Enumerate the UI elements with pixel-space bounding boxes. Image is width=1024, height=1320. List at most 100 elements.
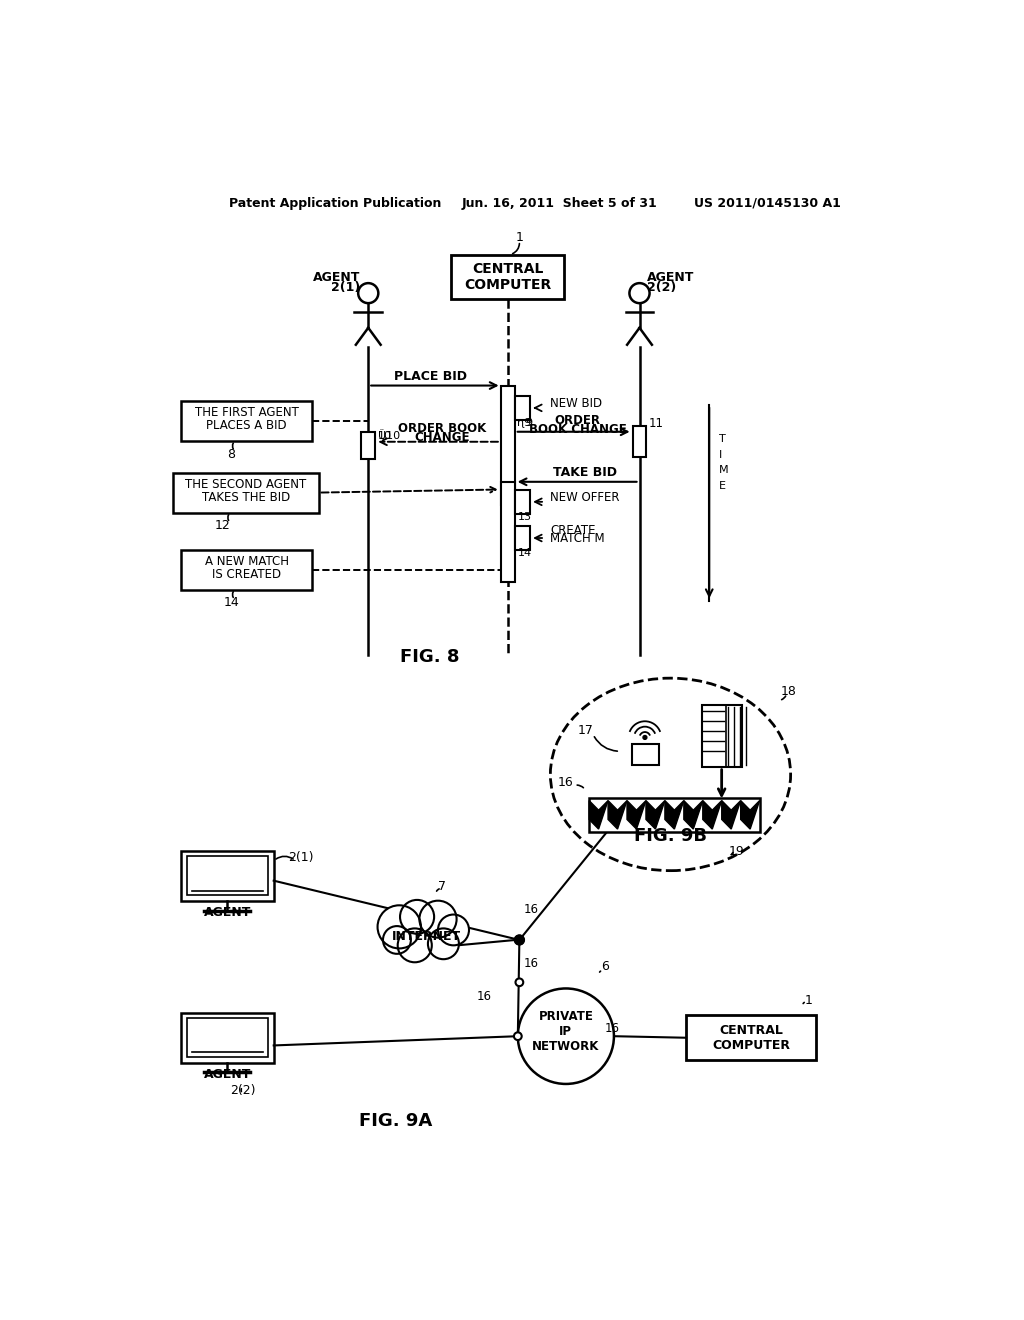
Text: AGENT: AGENT (204, 1068, 251, 1081)
Text: BOOK CHANGE: BOOK CHANGE (528, 422, 627, 436)
Text: TAKE BID: TAKE BID (553, 466, 617, 479)
Circle shape (420, 900, 457, 937)
Bar (701, 705, 741, 767)
Bar (515, 490, 530, 515)
Bar (180, 1014, 273, 1063)
Text: 16: 16 (523, 957, 539, 970)
Text: INTERNET: INTERNET (392, 929, 461, 942)
Text: T: T (719, 434, 725, 445)
Text: AGENT: AGENT (204, 907, 251, 920)
Bar (452, 255, 564, 300)
Text: A NEW MATCH: A NEW MATCH (205, 554, 289, 568)
Polygon shape (627, 800, 646, 829)
Bar (515, 396, 530, 420)
Circle shape (514, 1032, 521, 1040)
Bar (633, 426, 646, 457)
Text: E: E (719, 480, 726, 491)
Text: ORDER: ORDER (555, 413, 600, 426)
Bar (180, 401, 312, 441)
Text: PLACES A BID: PLACES A BID (206, 418, 287, 432)
Bar (361, 432, 375, 459)
Text: 18: 18 (780, 685, 797, 698)
Text: CENTRAL
COMPUTER: CENTRAL COMPUTER (464, 261, 551, 292)
Bar (187, 1018, 267, 1057)
Circle shape (397, 928, 432, 962)
Text: CHANGE: CHANGE (414, 432, 470, 445)
Text: US 2011/0145130 A1: US 2011/0145130 A1 (693, 197, 841, 210)
Text: 16: 16 (605, 1022, 620, 1035)
Circle shape (518, 989, 614, 1084)
Text: TAKES THE BID: TAKES THE BID (202, 491, 290, 504)
Text: 14: 14 (223, 597, 239, 610)
Text: 9: 9 (524, 418, 531, 428)
Circle shape (515, 936, 524, 945)
Bar (187, 857, 267, 895)
Text: 1: 1 (805, 994, 812, 1007)
Text: 2(1): 2(1) (288, 851, 313, 865)
Polygon shape (665, 800, 684, 829)
Text: FIG. 9A: FIG. 9A (358, 1111, 432, 1130)
Text: CREATE: CREATE (550, 524, 596, 537)
Text: 2(1): 2(1) (331, 281, 360, 294)
Polygon shape (722, 800, 740, 829)
Text: Patent Application Publication: Patent Application Publication (228, 197, 441, 210)
Text: 1: 1 (515, 231, 523, 244)
Polygon shape (702, 800, 722, 829)
Text: IS CREATED: IS CREATED (212, 568, 282, 581)
Text: THE FIRST AGENT: THE FIRST AGENT (195, 407, 299, 418)
Text: CENTRAL
COMPUTER: CENTRAL COMPUTER (712, 1024, 791, 1052)
Text: 10: 10 (378, 430, 392, 441)
Text: 2(2): 2(2) (647, 281, 677, 294)
Bar (501, 385, 515, 506)
Circle shape (515, 978, 523, 986)
Circle shape (400, 900, 434, 933)
Text: NEW OFFER: NEW OFFER (550, 491, 620, 504)
Text: 16: 16 (558, 776, 573, 788)
Polygon shape (608, 800, 627, 829)
Text: AGENT: AGENT (647, 271, 694, 284)
Text: NEW BID: NEW BID (550, 397, 602, 409)
Circle shape (378, 906, 421, 949)
Bar (515, 525, 530, 550)
Circle shape (428, 928, 459, 960)
Polygon shape (740, 800, 760, 829)
Text: FIG. 9B: FIG. 9B (634, 828, 707, 845)
Bar (589, 797, 760, 832)
Text: 16: 16 (523, 903, 539, 916)
Bar (686, 1015, 816, 1060)
Text: PLACE BID: PLACE BID (394, 370, 467, 383)
Text: 17: 17 (578, 723, 593, 737)
Text: MATCH M: MATCH M (550, 532, 605, 545)
Text: I: I (719, 450, 722, 459)
Text: Jun. 16, 2011  Sheet 5 of 31: Jun. 16, 2011 Sheet 5 of 31 (461, 197, 657, 210)
Text: 14: 14 (518, 548, 531, 558)
Text: ɳ9: ɳ9 (517, 418, 531, 428)
Text: THE SECOND AGENT: THE SECOND AGENT (185, 478, 306, 491)
Text: M: M (719, 465, 728, 475)
Text: AGENT: AGENT (313, 271, 360, 284)
Text: 12: 12 (215, 519, 230, 532)
Polygon shape (684, 800, 702, 829)
Text: FIG. 8: FIG. 8 (400, 648, 460, 667)
Bar (173, 473, 318, 512)
Bar (632, 743, 658, 766)
Circle shape (438, 915, 469, 945)
Text: 16: 16 (477, 990, 492, 1003)
Polygon shape (589, 800, 608, 829)
Bar (180, 549, 312, 590)
Text: 2(2): 2(2) (230, 1084, 255, 1097)
Circle shape (394, 904, 459, 969)
Text: 19: 19 (728, 845, 744, 858)
Text: 11: 11 (649, 417, 664, 430)
Text: ORDER BOOK: ORDER BOOK (397, 422, 486, 436)
Circle shape (643, 735, 647, 739)
Text: 13: 13 (518, 512, 531, 523)
Circle shape (515, 936, 524, 945)
Text: Ȕ10: Ȕ10 (378, 430, 400, 441)
Text: 6: 6 (601, 961, 608, 973)
Polygon shape (646, 800, 665, 829)
Bar (501, 482, 515, 582)
Bar (180, 851, 273, 902)
Text: 8: 8 (227, 447, 236, 461)
Circle shape (383, 927, 411, 954)
